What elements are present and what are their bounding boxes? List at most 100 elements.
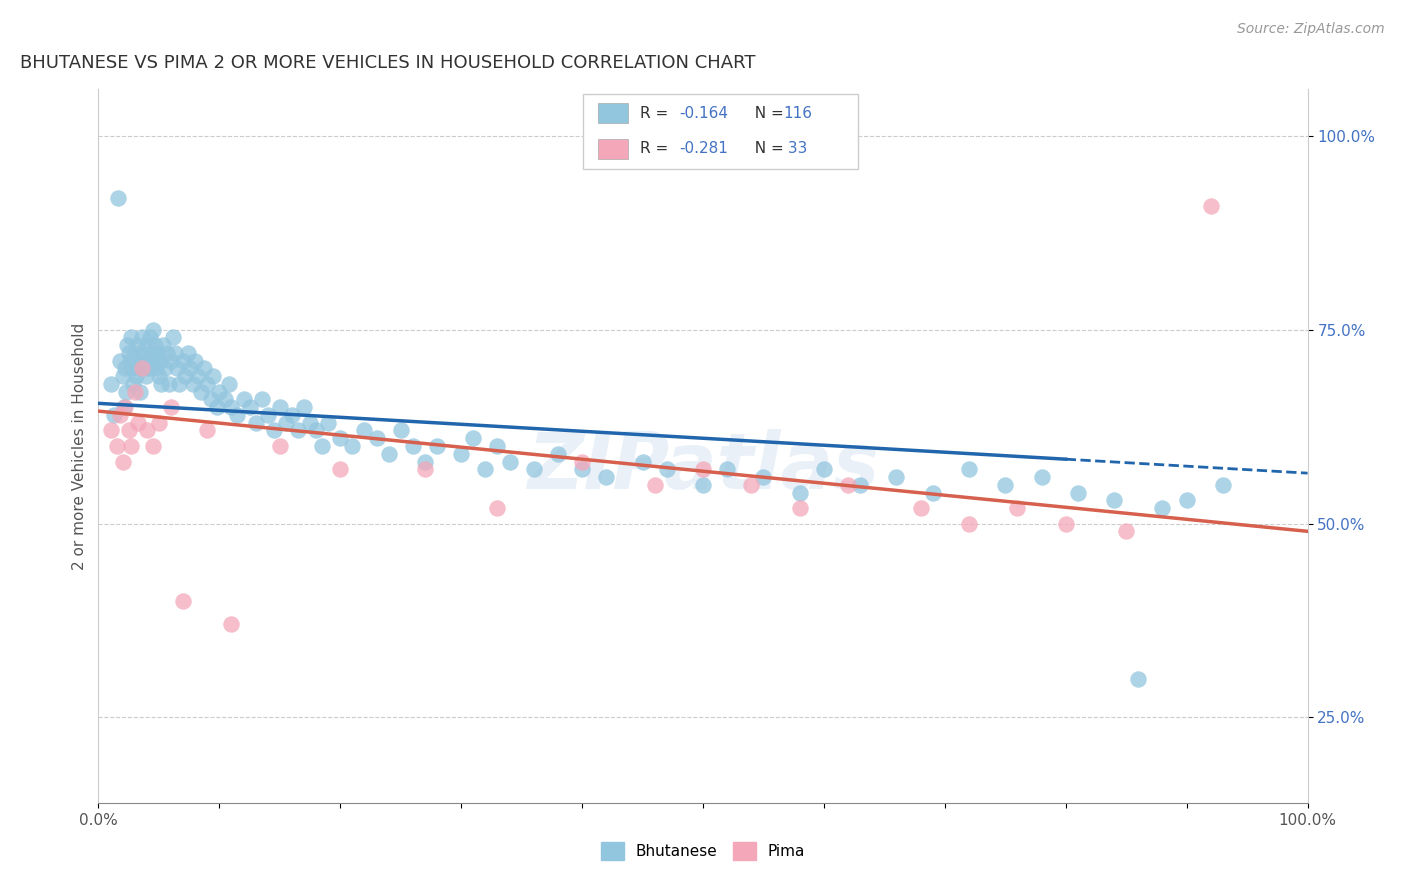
Point: [208, 384, 231, 399]
Point: [143, 353, 166, 368]
Point: [111, 369, 134, 384]
Point: [129, 353, 152, 368]
Point: [263, 424, 285, 438]
Point: [329, 462, 352, 476]
Point: [127, 416, 149, 430]
Point: [124, 346, 146, 360]
Point: [187, 369, 209, 384]
Point: [1115, 524, 1137, 539]
Point: [214, 392, 236, 407]
Point: [813, 462, 835, 476]
Point: [250, 392, 273, 407]
Point: [190, 384, 212, 399]
Point: [910, 501, 932, 516]
Point: [142, 323, 165, 337]
Point: [1102, 493, 1125, 508]
Point: [655, 462, 678, 476]
Point: [118, 424, 141, 438]
Point: [571, 454, 593, 468]
Point: [486, 501, 509, 516]
Point: [402, 439, 425, 453]
Point: [1007, 501, 1029, 516]
Point: [474, 462, 496, 476]
Point: [179, 361, 201, 376]
Point: [292, 401, 315, 415]
Point: [716, 462, 738, 476]
Point: [166, 361, 188, 376]
Point: [195, 424, 218, 438]
Point: [463, 431, 485, 445]
Text: 116: 116: [783, 106, 813, 120]
Point: [141, 346, 163, 360]
Text: Source: ZipAtlas.com: Source: ZipAtlas.com: [1237, 22, 1385, 37]
Point: [269, 439, 291, 453]
Point: [789, 485, 811, 500]
Text: ZIPatlas: ZIPatlas: [527, 429, 879, 506]
Point: [1054, 516, 1077, 531]
Point: [111, 454, 134, 468]
Point: [150, 376, 173, 391]
Point: [316, 416, 339, 430]
Point: [105, 439, 128, 453]
Point: [1128, 672, 1150, 686]
Point: [311, 439, 333, 453]
Point: [125, 369, 148, 384]
Point: [163, 346, 186, 360]
Text: 33: 33: [783, 142, 807, 156]
Point: [221, 401, 243, 415]
Text: N =: N =: [745, 106, 789, 120]
Point: [1152, 501, 1174, 516]
Point: [100, 376, 122, 391]
Point: [226, 408, 249, 422]
Point: [157, 376, 180, 391]
Point: [886, 470, 908, 484]
Point: [595, 470, 617, 484]
Text: -0.281: -0.281: [679, 142, 728, 156]
Point: [692, 462, 714, 476]
Point: [377, 447, 399, 461]
Point: [128, 384, 150, 399]
Point: [353, 424, 375, 438]
Point: [127, 338, 149, 352]
Point: [138, 361, 160, 376]
Point: [200, 392, 222, 407]
Text: R =: R =: [640, 142, 673, 156]
Point: [103, 408, 125, 422]
Point: [156, 346, 179, 360]
Point: [413, 462, 436, 476]
Point: [131, 330, 153, 344]
Point: [108, 408, 131, 422]
Point: [107, 191, 129, 205]
Point: [269, 401, 291, 415]
Point: [139, 330, 162, 344]
Point: [498, 454, 520, 468]
Point: [112, 401, 135, 415]
Point: [127, 361, 149, 376]
Point: [450, 447, 472, 461]
Point: [153, 361, 176, 376]
Point: [145, 361, 167, 376]
Point: [205, 401, 228, 415]
Point: [193, 361, 215, 376]
Y-axis label: 2 or more Vehicles in Household: 2 or more Vehicles in Household: [72, 322, 87, 570]
Point: [218, 376, 240, 391]
Point: [789, 501, 811, 516]
Point: [486, 439, 509, 453]
Point: [174, 369, 197, 384]
Point: [1212, 477, 1234, 491]
Point: [426, 439, 449, 453]
Point: [142, 439, 165, 453]
Point: [143, 338, 166, 352]
Point: [177, 346, 200, 360]
Point: [148, 416, 170, 430]
Point: [1031, 470, 1053, 484]
Point: [135, 338, 157, 352]
Point: [122, 376, 145, 391]
Point: [752, 470, 775, 484]
Point: [256, 408, 278, 422]
Text: N =: N =: [745, 142, 789, 156]
Point: [132, 346, 155, 360]
Point: [202, 369, 225, 384]
Point: [849, 477, 872, 491]
Point: [245, 416, 267, 430]
